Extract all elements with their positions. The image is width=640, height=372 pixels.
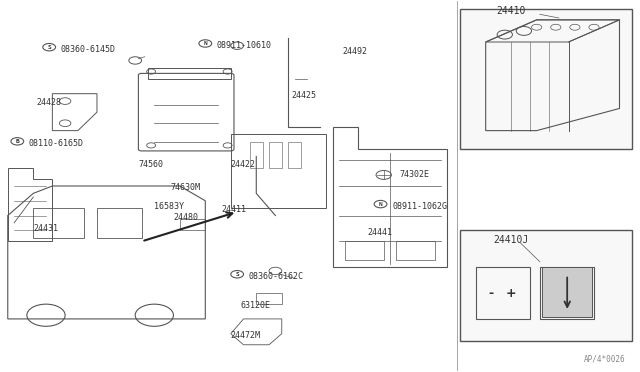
Bar bbox=[540, 267, 594, 319]
Text: 74302E: 74302E bbox=[399, 170, 429, 179]
Text: 63120E: 63120E bbox=[241, 301, 270, 311]
Bar bbox=[180, 219, 205, 230]
Text: N: N bbox=[204, 41, 207, 46]
Text: 24411: 24411 bbox=[221, 205, 246, 215]
Text: 24410: 24410 bbox=[497, 6, 526, 16]
Text: S: S bbox=[236, 272, 239, 277]
Text: -: - bbox=[488, 286, 493, 299]
Bar bbox=[231, 134, 326, 208]
Text: 08911-1062G: 08911-1062G bbox=[392, 202, 447, 211]
Text: 24472M: 24472M bbox=[231, 331, 260, 340]
Text: 08360-6145D: 08360-6145D bbox=[61, 45, 116, 54]
Text: S: S bbox=[47, 45, 51, 50]
Text: 24480: 24480 bbox=[173, 213, 198, 222]
Bar bbox=[346, 241, 384, 260]
Text: 24410J: 24410J bbox=[493, 234, 529, 244]
Bar bbox=[288, 142, 301, 167]
Bar bbox=[396, 241, 435, 260]
Text: 74630M: 74630M bbox=[170, 183, 200, 192]
Text: 08360-6162C: 08360-6162C bbox=[248, 272, 303, 281]
Bar bbox=[250, 142, 262, 167]
Text: N: N bbox=[379, 202, 383, 206]
Text: 24492: 24492 bbox=[342, 47, 367, 56]
Text: 24441: 24441 bbox=[368, 228, 393, 237]
Text: 08911-10610: 08911-10610 bbox=[217, 41, 272, 50]
Text: 24422: 24422 bbox=[231, 160, 256, 169]
Bar bbox=[541, 267, 592, 317]
Bar bbox=[476, 267, 531, 319]
Bar bbox=[460, 230, 632, 341]
Text: AP/4*0026: AP/4*0026 bbox=[584, 354, 626, 363]
Text: 24428: 24428 bbox=[36, 99, 61, 108]
Text: 08110-6165D: 08110-6165D bbox=[29, 139, 84, 148]
Bar bbox=[460, 9, 632, 149]
Text: 24431: 24431 bbox=[33, 224, 58, 233]
Text: 16583Y: 16583Y bbox=[154, 202, 184, 211]
Text: B: B bbox=[15, 139, 19, 144]
Text: 24425: 24425 bbox=[291, 91, 316, 100]
Bar bbox=[269, 142, 282, 167]
Text: 74560: 74560 bbox=[138, 160, 163, 169]
Bar bbox=[256, 293, 282, 304]
Text: +: + bbox=[506, 286, 516, 299]
